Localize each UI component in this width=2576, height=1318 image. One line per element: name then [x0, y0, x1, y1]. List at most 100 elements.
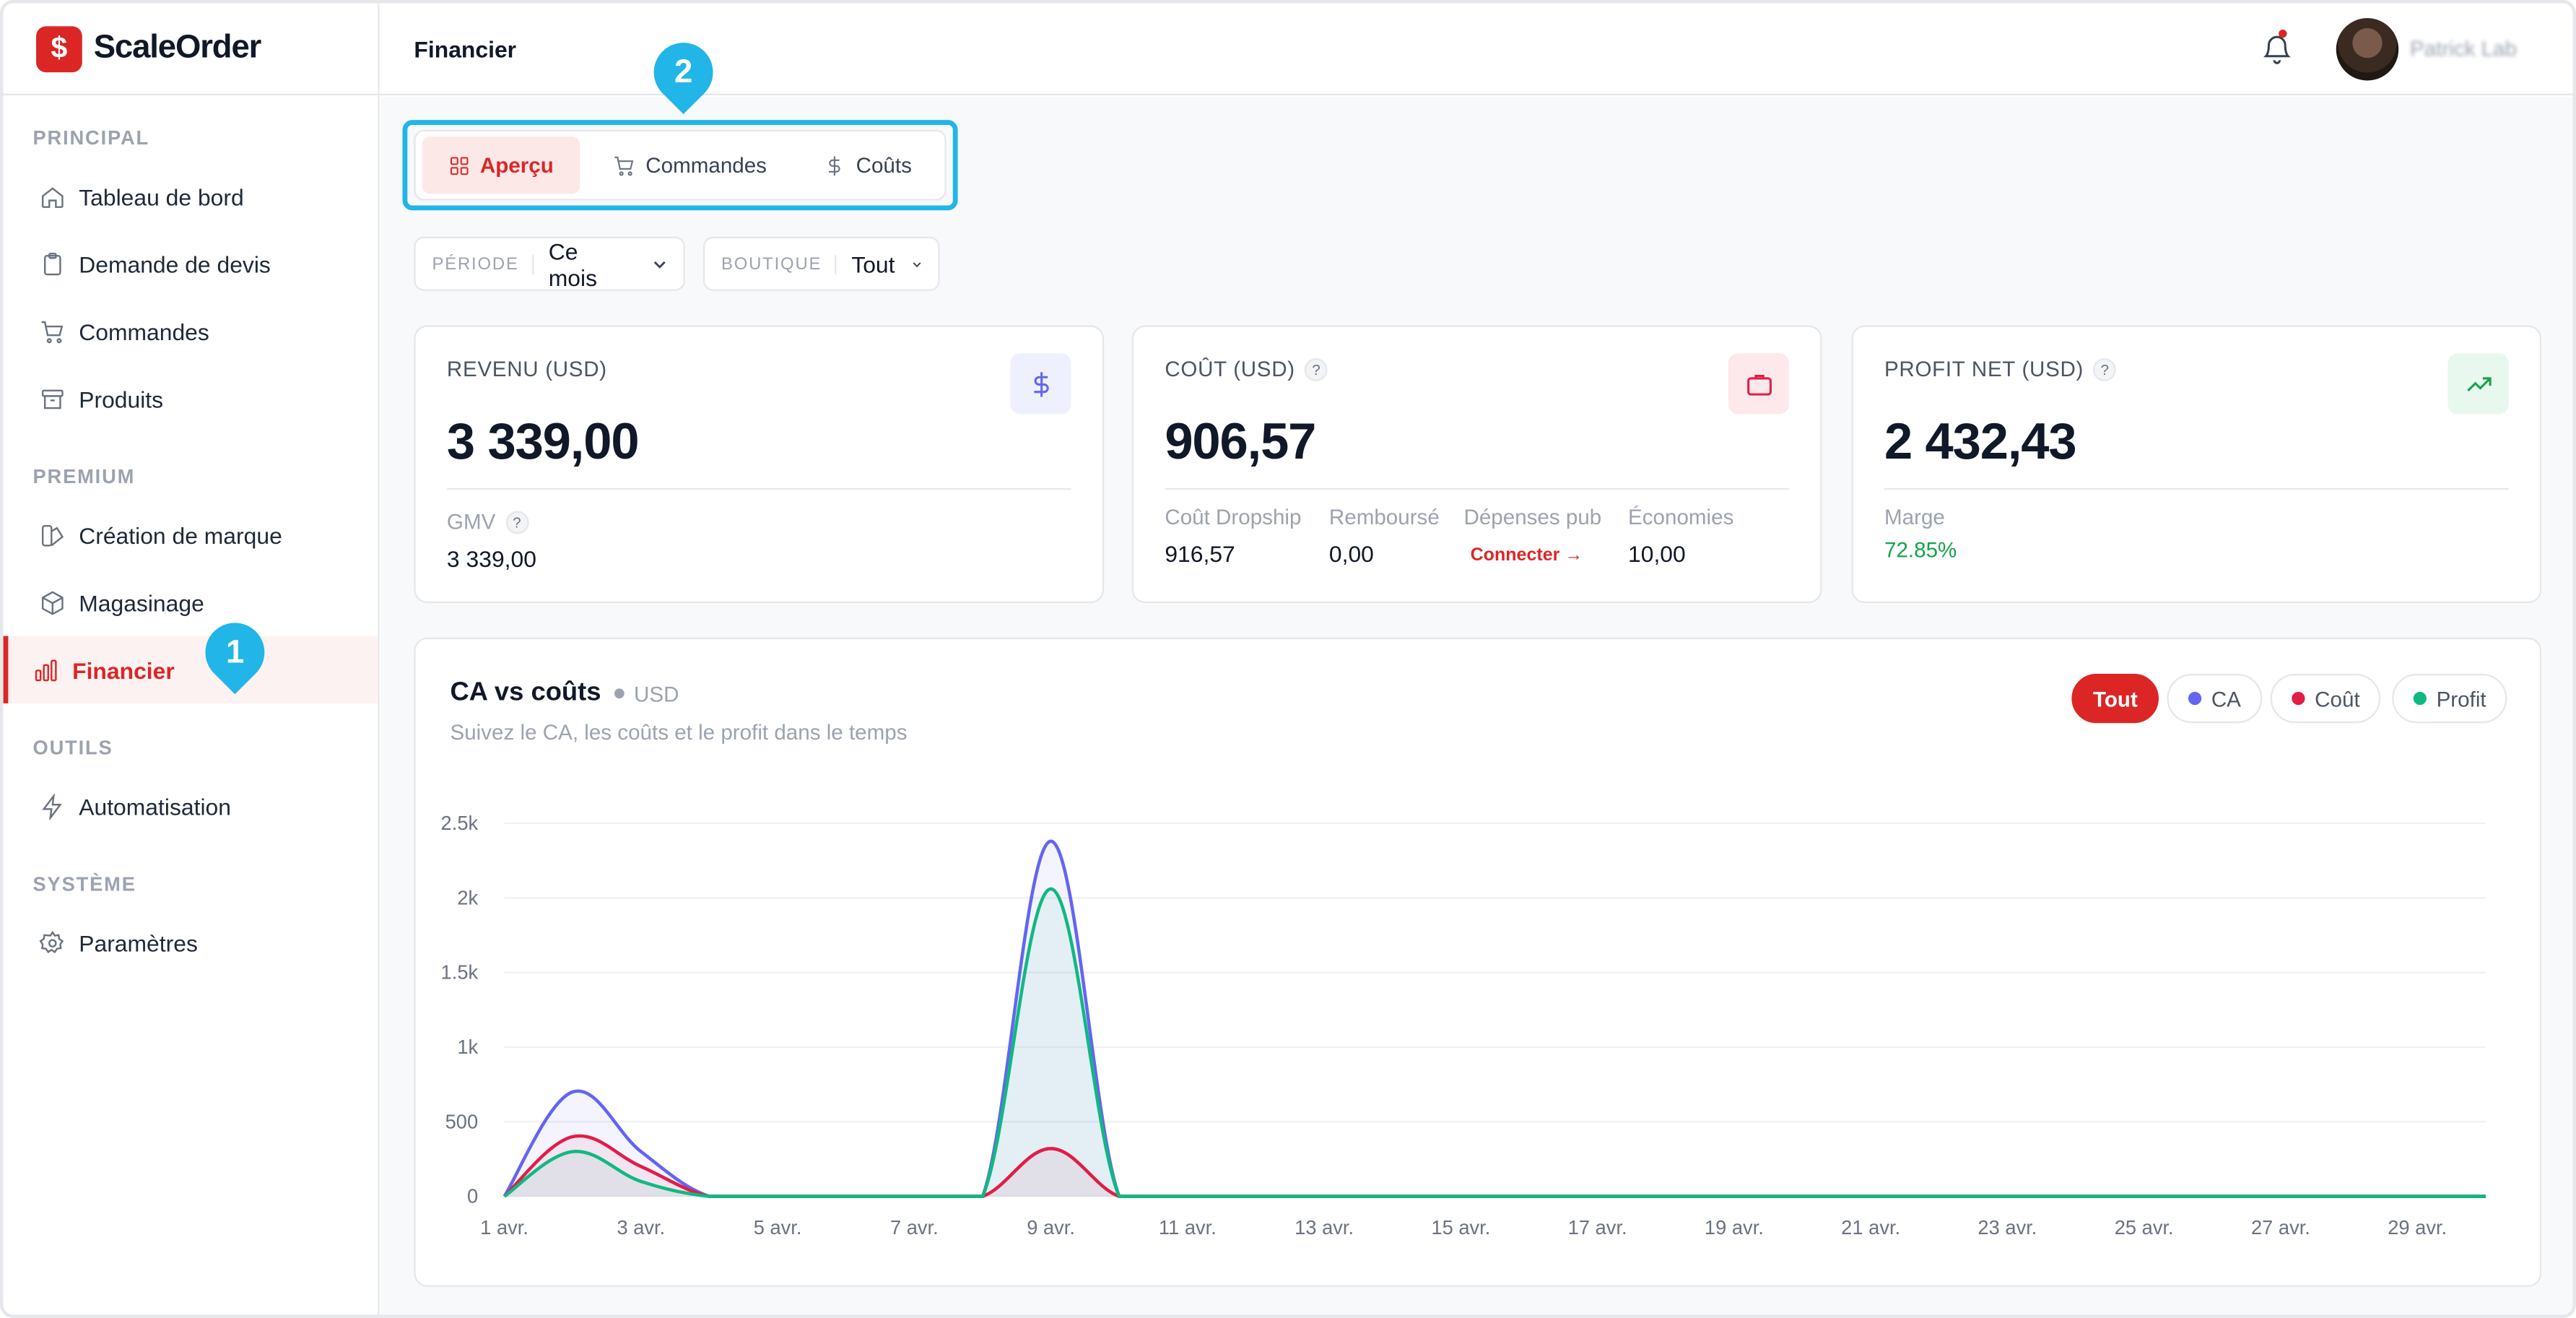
margin-value: 72.85%	[1884, 537, 1957, 563]
section-label-system: SYSTÈME	[32, 872, 136, 896]
x-tick-label: 7 avr.	[890, 1216, 939, 1239]
x-tick-label: 23 avr.	[1977, 1216, 2037, 1239]
series-line-coût	[503, 1134, 2486, 1198]
chart-title: CA vs coûts USD	[450, 679, 679, 708]
x-tick-label: 27 avr.	[2251, 1216, 2310, 1239]
zap-icon	[42, 792, 62, 820]
sidebar-item-warehousing[interactable]: Magasinage	[4, 568, 378, 636]
x-tick-label: 13 avr.	[1294, 1216, 1354, 1239]
app-name: ScaleOrder	[93, 29, 262, 66]
pill-label: Tout	[2092, 686, 2138, 711]
section-label-principal: PRINCIPAL	[32, 126, 150, 150]
briefcase-icon	[1728, 353, 1790, 415]
divider	[1165, 487, 1790, 490]
tab-label: Aperçu	[479, 152, 554, 178]
gmv-value: 3 339,00	[446, 545, 536, 572]
tab-label: Coûts	[856, 152, 912, 178]
sidebar-item-label: Tableau de bord	[79, 183, 244, 210]
chart-filter-cost[interactable]: Coût	[2270, 673, 2382, 724]
x-tick-label: 19 avr.	[1705, 1216, 1764, 1239]
sidebar-item-financial[interactable]: Financier	[3, 636, 378, 703]
x-tick-label: 3 avr.	[617, 1216, 665, 1239]
card-title: REVENU (USD)	[446, 356, 607, 381]
profit-value: 2 432,43	[1884, 412, 2077, 470]
series-line-profit	[503, 887, 2486, 1198]
x-tick-label: 21 avr.	[1841, 1216, 1900, 1239]
palette-icon	[41, 524, 64, 546]
series-line-ca	[502, 839, 2486, 1198]
bar-chart-icon	[35, 659, 57, 681]
x-tick-label: 17 avr.	[1568, 1216, 1627, 1239]
revenue-vs-costs-chart: CA vs coûts USD Suivez le CA, les coûts …	[414, 637, 2542, 1287]
sidebar-item-label: Création de marque	[79, 521, 282, 548]
cost-dropship-value: 916,57	[1165, 540, 1235, 568]
y-tick-label: 1k	[457, 1036, 478, 1058]
chevron-down-icon	[653, 260, 666, 268]
x-tick-label: 9 avr.	[1027, 1216, 1075, 1239]
y-tick-label: 500	[445, 1110, 479, 1132]
sidebar-item-products[interactable]: Produits	[4, 365, 378, 432]
sidebar: $ ScaleOrder PRINCIPAL Tableau de bord D…	[3, 3, 380, 1315]
home-icon	[41, 186, 64, 207]
cost-value: 906,57	[1165, 412, 1316, 470]
x-tick-label: 29 avr.	[2388, 1216, 2447, 1239]
help-icon[interactable]: ?	[2093, 357, 2117, 381]
sidebar-item-label: Produits	[79, 385, 164, 412]
chart-unit: USD	[614, 681, 679, 706]
sidebar-item-orders[interactable]: Commandes	[4, 298, 378, 365]
logo[interactable]: $ ScaleOrder	[3, 4, 378, 95]
pill-label: Profit	[2436, 686, 2486, 711]
grid-icon	[450, 156, 469, 174]
sidebar-item-label: Commandes	[79, 318, 209, 344]
cart-icon	[614, 155, 634, 175]
tabs-highlight	[402, 120, 958, 211]
y-tick-label: 1.5k	[441, 961, 479, 984]
tab-label: Commandes	[645, 152, 767, 178]
sidebar-item-dashboard[interactable]: Tableau de bord	[4, 162, 378, 230]
sidebar-item-label: Demande de devis	[79, 251, 271, 277]
sidebar-item-label: Automatisation	[79, 792, 231, 820]
store-value: Tout	[851, 251, 895, 277]
sidebar-item-label: Magasinage	[79, 589, 204, 616]
card-title-text: PROFIT NET (USD)	[1884, 356, 2084, 381]
card-title: COÛT (USD)?	[1165, 357, 1328, 381]
store-select[interactable]: BOUTIQUE Tout	[702, 236, 940, 291]
refunded-value: 0,00	[1328, 540, 1374, 568]
chart-subtitle: Suivez le CA, les coûts et le profit dan…	[450, 719, 908, 745]
username[interactable]: Patrick Lab	[2410, 36, 2518, 61]
sidebar-item-automation[interactable]: Automatisation	[4, 772, 378, 839]
archive-icon	[41, 389, 64, 409]
chevron-down-icon	[912, 261, 921, 266]
x-tick-label: 5 avr.	[754, 1216, 802, 1239]
sidebar-item-settings[interactable]: Paramètres	[4, 909, 378, 976]
sidebar-item-label: Paramètres	[79, 929, 198, 956]
margin-label: Marge	[1884, 504, 1945, 529]
chart-filter-profit[interactable]: Profit	[2392, 673, 2508, 724]
sidebar-item-quotes[interactable]: Demande de devis	[4, 230, 378, 298]
cost-dropship-label: Coût Dropship	[1165, 504, 1302, 529]
connect-ads-link[interactable]: Connecter →	[1470, 545, 1583, 565]
dollar-icon	[1010, 353, 1071, 415]
sidebar-item-branding[interactable]: Création de marque	[4, 501, 378, 568]
period-select[interactable]: PÉRIODE Ce mois	[414, 236, 685, 291]
chart-filter-all[interactable]: Tout	[2071, 673, 2159, 724]
cart-icon	[41, 320, 64, 343]
tab-costs[interactable]: Coûts	[797, 136, 939, 194]
divider	[1884, 487, 2509, 490]
tab-overview[interactable]: Aperçu	[422, 136, 580, 194]
profit-card: PROFIT NET (USD)? 2 432,43 Marge 72.85%	[1851, 325, 2542, 604]
help-icon[interactable]: ?	[505, 510, 528, 534]
store-label: BOUTIQUE	[721, 253, 837, 274]
series-dot	[2292, 691, 2305, 706]
chart-title-text: CA vs coûts	[450, 678, 601, 707]
revenue-card: REVENU (USD) 3 339,00 GMV? 3 339,00	[414, 325, 1105, 604]
notification-dot	[2279, 29, 2287, 38]
tab-orders[interactable]: Commandes	[586, 136, 793, 194]
chart-filter-revenue[interactable]: CA	[2167, 673, 2263, 724]
refunded-label: Remboursé	[1328, 504, 1440, 529]
page-title: Financier	[414, 35, 517, 62]
bell-icon[interactable]	[2260, 31, 2294, 67]
avatar[interactable]	[2336, 18, 2399, 81]
help-icon[interactable]: ?	[1305, 357, 1328, 381]
